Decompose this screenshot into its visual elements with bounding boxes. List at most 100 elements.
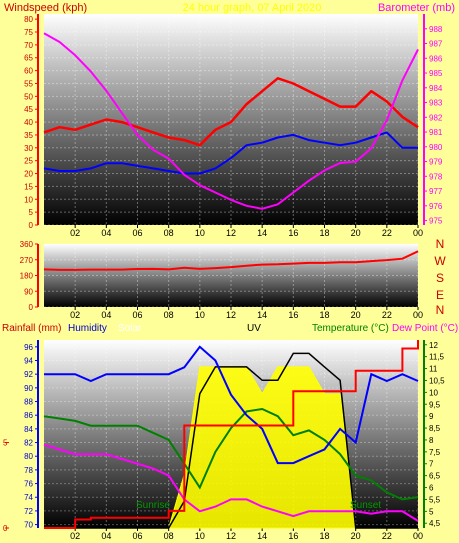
temperature-tick-label: 11 xyxy=(429,365,438,374)
x-tick-label: 00 xyxy=(413,310,423,320)
y2-tick-label: 978 xyxy=(429,172,443,181)
y2-tick-label: 979 xyxy=(429,158,443,167)
x-tick-label: 08 xyxy=(164,228,174,238)
direction-grid xyxy=(44,243,419,308)
y2-tick-label: 977 xyxy=(429,187,443,196)
humidity-tick-label: 80 xyxy=(24,452,33,461)
direction-series xyxy=(43,250,419,271)
temperature-tick-label: 8,5 xyxy=(429,424,441,433)
temperature-tick-label: 11,5 xyxy=(429,353,445,362)
x-tick-label: 08 xyxy=(164,310,174,320)
temperature-tick-label: 9 xyxy=(429,412,434,421)
humidity-tick-label: 86 xyxy=(24,411,33,420)
y2-tick-label: 985 xyxy=(429,69,443,78)
series-humidity-line xyxy=(44,345,419,465)
humidity-tick-label: 78 xyxy=(24,466,33,475)
series-rainfall-line xyxy=(44,340,419,529)
x-tick-label: 18 xyxy=(319,228,329,238)
y2-tick-label: 975 xyxy=(429,217,443,226)
humidity-tick-label: 90 xyxy=(24,384,33,393)
x-tick-label: 00 xyxy=(413,228,423,238)
x-tick-label: 14 xyxy=(257,228,267,238)
temperature-tick-label: 4,5 xyxy=(429,519,441,528)
x-tick-label: 10 xyxy=(195,531,205,541)
y2-tick-label: 981 xyxy=(429,128,443,137)
humidity-tick-label: 94 xyxy=(24,357,33,366)
temperature-tick-label: 10 xyxy=(429,388,438,397)
y-tick-label: 80 xyxy=(24,15,33,24)
humidity-tick-label: 70 xyxy=(24,521,33,530)
direction-axes: 0 90 180 270 360 02 04 06 08 10 12 14 16 18 20 22 00 xyxy=(20,240,423,320)
y2-tick-label: 980 xyxy=(429,143,443,152)
y-tick-label: 180 xyxy=(20,272,34,281)
temperature-tick-label: 7,5 xyxy=(429,448,441,457)
x-tick-label: 12 xyxy=(226,228,236,238)
y-tick-label: 40 xyxy=(24,118,33,127)
temperature-tick-label: 5 xyxy=(429,507,434,516)
temperature-tick-label: 10,5 xyxy=(429,376,445,385)
temperature-tick-label: 6,5 xyxy=(429,472,441,481)
y-tick-label: 30 xyxy=(24,144,33,153)
x-tick-label: 16 xyxy=(288,228,298,238)
series-barometer-line xyxy=(43,32,419,210)
sunrise-label: Sunrise xyxy=(136,500,170,511)
x-tick-label: 00 xyxy=(413,531,423,541)
compass-n-bottom: N xyxy=(436,303,445,317)
x-tick-label: 10 xyxy=(195,228,205,238)
dewpoint-title: Dew Point (°C) xyxy=(392,323,458,334)
x-tick-label: 22 xyxy=(382,228,392,238)
x-tick-label: 02 xyxy=(70,310,80,320)
windspeed-title: Windspeed (kph) xyxy=(4,2,87,14)
y2-tick-label: 984 xyxy=(429,84,443,93)
temperature-tick-label: 6 xyxy=(429,484,434,493)
y-tick-label: 75 xyxy=(24,28,33,37)
y-tick-label: 20 xyxy=(24,170,33,179)
climate-series xyxy=(43,340,419,529)
y-tick-label: 90 xyxy=(24,287,33,296)
x-tick-label: 04 xyxy=(101,228,111,238)
y-tick-label: 60 xyxy=(24,67,33,76)
wind-series xyxy=(43,32,419,210)
temperature-tick-label: 12 xyxy=(429,341,438,350)
humidity-tick-label: 84 xyxy=(24,425,33,434)
compass-w: W xyxy=(434,254,446,268)
humidity-tick-label: 92 xyxy=(24,370,33,379)
temperature-tick-label: 5,5 xyxy=(429,495,441,504)
y2-tick-label: 983 xyxy=(429,99,443,108)
x-tick-label: 06 xyxy=(132,531,142,541)
temperature-title: Temperature (°C) xyxy=(312,323,389,334)
compass-e: E xyxy=(436,288,444,302)
y-tick-label: 50 xyxy=(24,92,33,101)
compass-s: S xyxy=(436,271,444,285)
x-tick-label: 02 xyxy=(70,531,80,541)
series-average-line xyxy=(43,131,418,175)
x-tick-label: 12 xyxy=(226,310,236,320)
y2-tick-label: 988 xyxy=(429,25,443,34)
y-tick-label: 0 xyxy=(29,303,34,312)
x-tick-label: 22 xyxy=(382,310,392,320)
temperature-tick-label: 9,5 xyxy=(429,400,441,409)
compass-n-top: N xyxy=(436,237,445,251)
direction-plot-area xyxy=(44,244,418,307)
rain-tick-label: 5 xyxy=(3,439,8,448)
x-tick-label: 16 xyxy=(288,531,298,541)
humidity-tick-label: 96 xyxy=(24,343,33,352)
x-tick-label: 12 xyxy=(226,531,236,541)
x-tick-label: 20 xyxy=(351,310,361,320)
y2-tick-label: 987 xyxy=(429,40,443,49)
solar-title: Solar xyxy=(118,323,142,334)
x-tick-label: 08 xyxy=(164,531,174,541)
y-tick-label: 65 xyxy=(24,54,33,63)
x-tick-label: 04 xyxy=(101,531,111,541)
temperature-tick-label: 7 xyxy=(429,460,434,469)
humidity-tick-label: 88 xyxy=(24,398,33,407)
x-tick-label: 02 xyxy=(70,228,80,238)
graph-title: 24 hour graph, 07 April 2020 xyxy=(183,2,322,14)
humidity-title: Humidity xyxy=(68,323,107,334)
y-tick-label: 15 xyxy=(24,182,33,191)
x-tick-label: 16 xyxy=(288,310,298,320)
y-tick-label: 35 xyxy=(24,131,33,140)
y-tick-label: 25 xyxy=(24,157,33,166)
humidity-tick-label: 72 xyxy=(24,507,33,516)
